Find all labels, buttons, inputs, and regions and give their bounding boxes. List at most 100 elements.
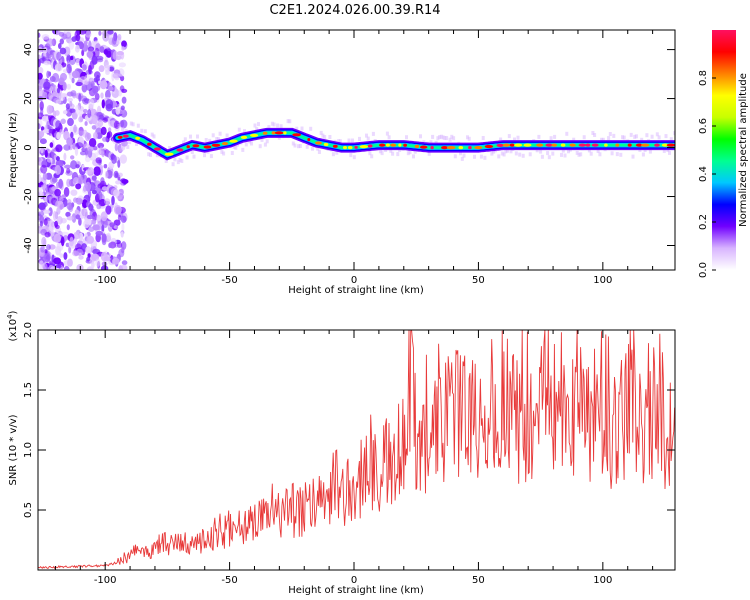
noise-speckle bbox=[113, 189, 120, 197]
noise-speckle bbox=[107, 131, 113, 138]
noise-speckle bbox=[74, 104, 81, 115]
noise-speckle bbox=[69, 236, 74, 247]
noise-speckle bbox=[58, 43, 62, 49]
noise-speckle bbox=[41, 34, 50, 40]
ridge-peak bbox=[615, 143, 620, 147]
ridge-halo bbox=[579, 152, 583, 157]
colorbar-tick-label: 0.0 bbox=[698, 262, 709, 278]
ridge-peak bbox=[640, 143, 650, 147]
noise-speckle bbox=[66, 202, 74, 211]
noise-speckle bbox=[121, 222, 125, 232]
ridge-halo bbox=[453, 154, 457, 159]
ridge-halo bbox=[300, 126, 304, 131]
noise-speckle bbox=[88, 219, 92, 226]
y-tick-label: 0.5 bbox=[23, 502, 34, 518]
noise-speckle bbox=[121, 96, 127, 104]
ridge-halo bbox=[173, 157, 177, 162]
ridge-halo bbox=[450, 134, 454, 139]
ridge-halo bbox=[276, 123, 280, 128]
y-tick-label: 40 bbox=[23, 43, 34, 56]
noise-speckle bbox=[91, 55, 98, 65]
ridge-halo bbox=[129, 121, 133, 126]
ridge-halo bbox=[412, 154, 415, 159]
noise-speckle bbox=[43, 209, 51, 214]
noise-speckle bbox=[92, 85, 99, 94]
noise-speckle bbox=[60, 118, 66, 125]
ridge-peak bbox=[627, 143, 632, 147]
ridge-halo bbox=[518, 152, 522, 157]
noise-speckle bbox=[43, 218, 48, 226]
ridge-halo bbox=[504, 149, 508, 154]
noise-speckle bbox=[115, 172, 119, 178]
noise-speckle bbox=[88, 64, 92, 75]
chart-title: C2E1.2024.026.00.39.R14 bbox=[269, 3, 440, 18]
noise-speckle bbox=[55, 99, 62, 104]
noise-speckle bbox=[70, 131, 74, 139]
ridge-halo bbox=[279, 124, 283, 129]
snr-background bbox=[38, 330, 675, 570]
ridge-halo bbox=[121, 126, 125, 131]
noise-speckle bbox=[46, 104, 53, 115]
noise-speckle bbox=[55, 264, 62, 269]
noise-speckle bbox=[58, 92, 66, 102]
ridge-halo bbox=[439, 134, 443, 139]
ridge-peak bbox=[569, 143, 576, 147]
ridge-halo bbox=[405, 135, 408, 140]
ridge-peak bbox=[560, 143, 566, 147]
noise-speckle bbox=[68, 40, 75, 50]
ridge-halo bbox=[648, 149, 652, 154]
noise-speckle bbox=[87, 146, 95, 152]
noise-speckle bbox=[73, 124, 77, 133]
noise-speckle bbox=[120, 264, 128, 270]
noise-speckle bbox=[46, 70, 50, 79]
ridge-halo bbox=[331, 152, 335, 157]
noise-speckle bbox=[97, 220, 102, 231]
ridge-peak bbox=[307, 138, 311, 142]
ridge-halo bbox=[171, 162, 175, 167]
ridge-halo bbox=[349, 153, 353, 158]
ridge-halo bbox=[419, 134, 422, 139]
noise-speckle bbox=[116, 242, 123, 248]
noise-speckle bbox=[106, 232, 111, 242]
ridge-halo bbox=[650, 134, 654, 139]
y-multiplier-label: (x104) bbox=[6, 310, 19, 341]
ridge-halo bbox=[196, 134, 199, 139]
ridge-halo bbox=[260, 137, 264, 142]
ridge-halo bbox=[338, 139, 342, 144]
noise-speckle bbox=[108, 66, 115, 72]
noise-speckle bbox=[120, 105, 125, 111]
noise-speckle bbox=[94, 47, 100, 58]
noise-speckle bbox=[113, 86, 117, 93]
ridge-halo bbox=[429, 140, 433, 145]
ridge-halo bbox=[462, 153, 466, 158]
noise-speckle bbox=[63, 252, 68, 260]
ridge-peak bbox=[390, 143, 397, 147]
ridge-halo bbox=[131, 122, 135, 127]
ridge-halo bbox=[241, 147, 245, 152]
noise-speckle bbox=[75, 44, 80, 53]
noise-speckle bbox=[83, 108, 88, 114]
ridge-peak bbox=[420, 145, 428, 149]
ridge-halo bbox=[479, 154, 483, 159]
noise-speckle bbox=[44, 231, 51, 238]
ridge-halo bbox=[204, 138, 208, 142]
noise-speckle bbox=[70, 155, 75, 160]
ridge-halo bbox=[483, 155, 487, 160]
noise-speckle bbox=[66, 224, 70, 231]
ridge-peak bbox=[514, 143, 523, 147]
ridge-halo bbox=[436, 136, 440, 141]
noise-speckle bbox=[49, 221, 56, 231]
noise-speckle bbox=[49, 142, 54, 148]
ridge-halo bbox=[180, 159, 184, 163]
ridge-peak bbox=[117, 135, 123, 139]
noise-speckle bbox=[91, 261, 95, 269]
noise-speckle bbox=[38, 211, 45, 217]
ridge-halo bbox=[216, 137, 220, 142]
ridge-halo bbox=[135, 142, 138, 146]
ridge-halo bbox=[365, 133, 368, 138]
noise-speckle bbox=[71, 36, 77, 42]
noise-speckle bbox=[43, 81, 51, 90]
ridge-halo bbox=[335, 150, 339, 155]
noise-speckle bbox=[93, 132, 98, 140]
